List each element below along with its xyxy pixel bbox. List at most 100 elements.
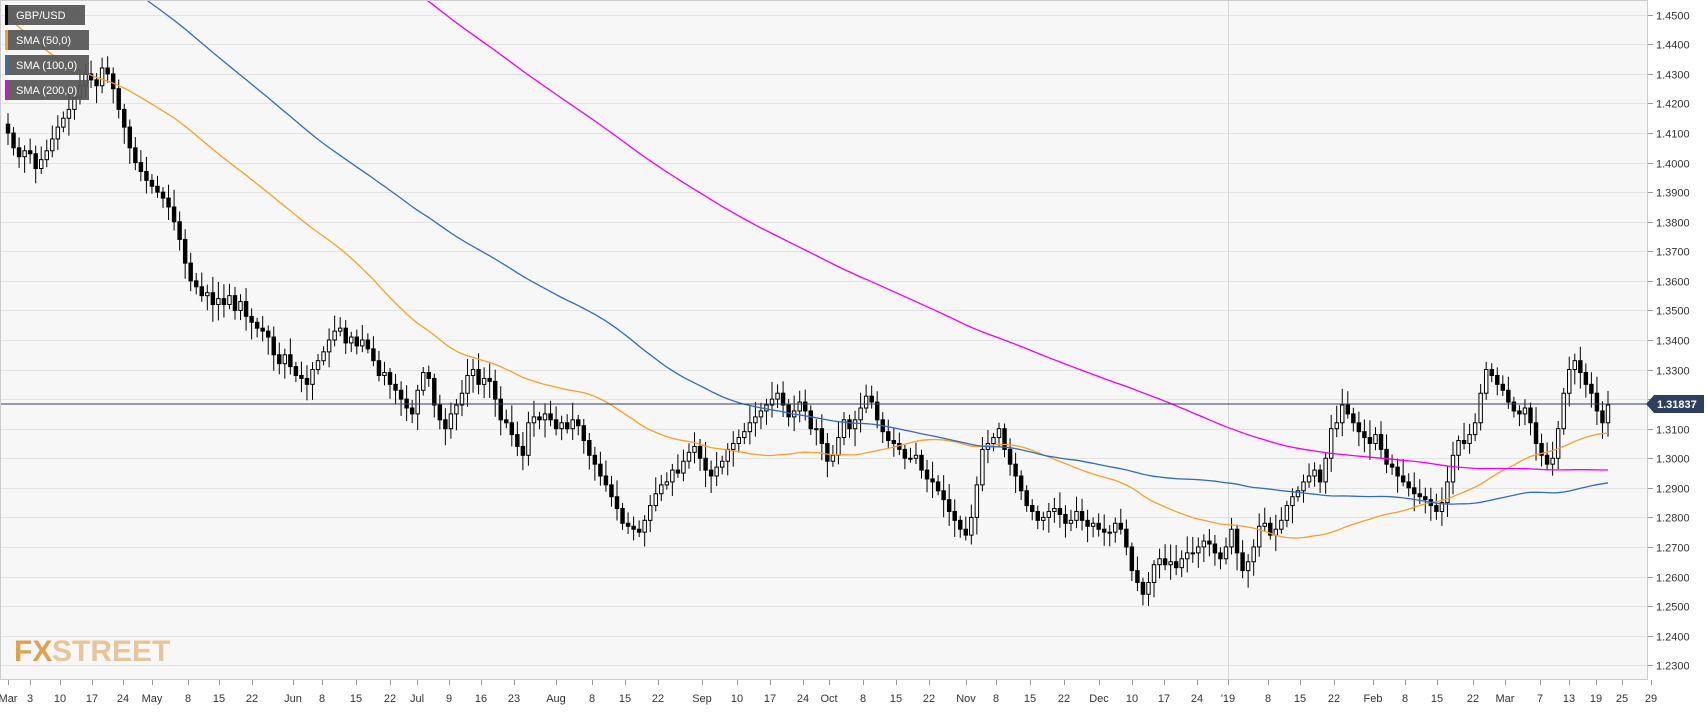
candle-body-down [144,170,149,181]
candle [1356,411,1362,447]
candle [576,414,581,436]
candle [1085,509,1090,543]
candle [1279,507,1284,534]
x-tick-label: 15 [1294,693,1306,705]
legend: GBP/USD SMA (50,0) SMA (100,0) SMA (200,0) [5,5,89,100]
candle [1578,346,1583,389]
candle-body-up [681,460,686,474]
candle [681,449,686,482]
x-tick-label: 15 [350,693,362,705]
candle-body-down [1539,442,1544,456]
candle-body-up [50,138,55,152]
candle [1351,407,1356,432]
candle [149,174,155,194]
candle [1002,423,1007,458]
candle-body-down [636,528,642,533]
legend-item-background [5,55,89,75]
candle-body-up [559,422,564,430]
candle-body-down [576,419,581,427]
candle-body-down [116,88,121,110]
candle-body-down [786,404,791,418]
candle [1589,372,1594,408]
candle [908,447,913,463]
candle [1605,390,1611,437]
candle [581,418,586,454]
candle-body-up [1567,369,1572,394]
candle-body-up [1251,546,1256,563]
candle-body-up [310,369,315,385]
candle [1201,534,1207,562]
candle-body-up [642,519,647,533]
candle [1068,509,1074,532]
x-tick-label: 8 [1265,693,1271,705]
x-tick-label: 3 [27,693,33,705]
candle-body-up [459,392,465,406]
candle [1284,500,1290,528]
logo-street-text: STREET [52,635,170,668]
candle-body-up [1340,404,1345,424]
candle [758,402,764,430]
candle-body-down [1240,552,1245,572]
candle [1340,388,1345,437]
legend-item: SMA (50,0) [5,30,89,50]
candle [1268,517,1273,540]
candle [1190,536,1195,563]
x-tick-label: 17 [86,693,98,705]
candle-body-down [188,262,193,282]
candle [653,477,658,512]
candle [182,229,188,279]
x-tick-label: '19 [1221,693,1235,705]
candle-body-up [1306,475,1312,483]
candle [847,414,852,438]
candle [1450,441,1456,495]
candle [520,432,526,471]
candle [105,56,110,83]
candle [476,353,481,395]
x-tick-label: Jul [410,693,424,705]
candle [1567,356,1572,407]
candle [354,329,360,355]
x-tick-label: 16 [475,693,487,705]
candle [138,150,144,182]
y-tick-label: 1.4100 [1656,129,1690,141]
candle-body-down [1417,493,1422,498]
candle-body-down [1511,401,1517,412]
candle-body-down [138,162,144,172]
candle-body-down [371,348,376,362]
candle [144,156,149,194]
sma-200-line [425,0,1608,471]
candle [664,472,670,490]
candle [127,119,133,165]
x-tick-label: 10 [731,693,743,705]
candle-body-down [426,372,431,379]
candle [1467,423,1472,454]
x-tick-label: 22 [1058,693,1070,705]
candle [919,449,924,479]
candle-body-down [874,401,880,421]
candle [1185,536,1190,573]
candle [991,432,996,452]
x-tick-label: 22 [1328,693,1340,705]
y-tick-label: 1.3400 [1656,336,1690,348]
candle-body-down [160,191,166,199]
candle-body-down [1506,389,1511,403]
candle-body-down [1135,570,1140,583]
x-tick-label: Aug [546,693,566,705]
candle [1234,524,1240,571]
candle [686,443,692,469]
candle [559,415,564,441]
candle [1074,496,1079,529]
candle [969,504,974,545]
candle-body-up [1323,457,1328,483]
candle-body-up [55,126,61,140]
candle [22,145,27,173]
y-tick-label: 1.2400 [1656,632,1690,644]
candle [1157,548,1162,579]
y-tick-label: 1.4400 [1656,40,1690,52]
candle [814,419,819,446]
x-tick-label: May [142,693,163,705]
candle-body-up [481,377,487,385]
candle-body-up [830,454,836,462]
candle [659,475,664,502]
candle-body-down [1234,528,1240,554]
